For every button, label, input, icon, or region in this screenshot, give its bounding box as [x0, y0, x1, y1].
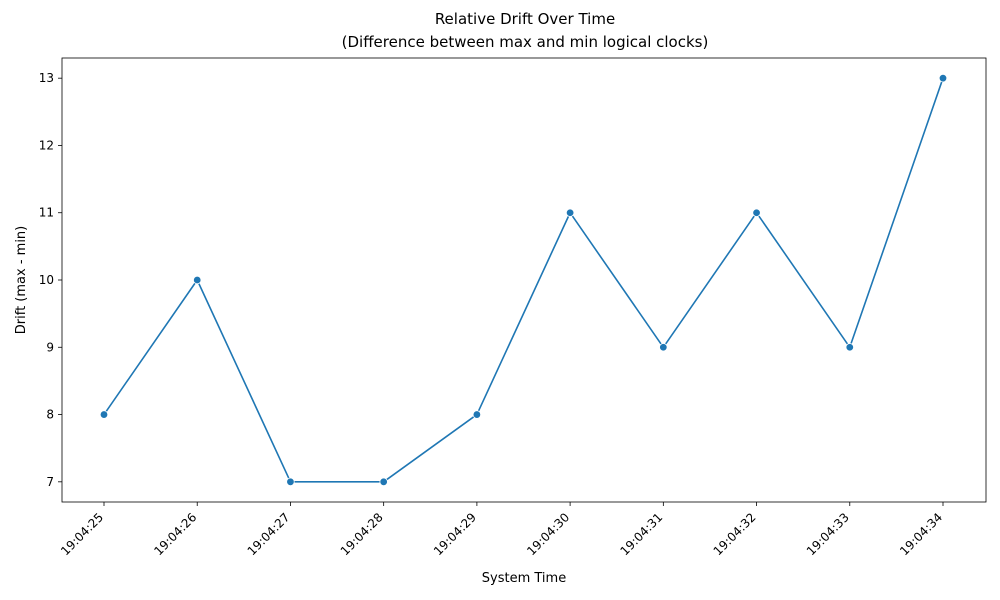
x-tick-label: 19:04:25 [58, 510, 106, 558]
x-tick-label: 19:04:28 [338, 510, 386, 558]
y-tick-label: 11 [39, 206, 54, 220]
data-point [379, 477, 388, 487]
data-point [659, 343, 668, 352]
x-axis: 19:04:25 19:04:26 19:04:27 19:04:28 19:04:29… [58, 502, 945, 558]
data-point [193, 275, 202, 285]
chart-title: Relative Drift Over Time [435, 10, 615, 28]
x-tick-label: 19:04:34 [897, 510, 945, 558]
series-line [103, 77, 944, 483]
x-tick-label: 19:04:32 [711, 510, 759, 558]
x-tick-label: 19:04:30 [524, 510, 572, 558]
data-point [472, 410, 482, 419]
data-point [99, 410, 109, 419]
x-tick-label: 19:04:31 [617, 510, 665, 558]
y-axis-label: Drift (max - min) [14, 226, 29, 334]
data-point [286, 477, 295, 487]
y-tick-label: 12 [39, 138, 54, 152]
x-tick-label: 19:04:27 [245, 510, 293, 558]
x-axis-label: System Time [482, 571, 566, 586]
y-axis: 7 8 9 10 11 12 13 [39, 71, 62, 489]
data-point [565, 208, 575, 217]
data-point [938, 73, 948, 83]
data-point [845, 343, 854, 352]
chart-subtitle: (Difference between max and min logical … [342, 33, 709, 51]
series-group [99, 73, 948, 487]
y-tick-label: 9 [46, 340, 54, 354]
x-tick-label: 19:04:26 [151, 510, 199, 558]
data-point [752, 208, 761, 217]
y-tick-label: 7 [46, 475, 54, 489]
y-tick-label: 8 [46, 408, 54, 422]
y-tick-label: 13 [39, 71, 54, 85]
x-tick-label: 19:04:33 [804, 510, 852, 558]
x-tick-label: 19:04:29 [431, 510, 479, 558]
y-tick-label: 10 [39, 273, 54, 287]
